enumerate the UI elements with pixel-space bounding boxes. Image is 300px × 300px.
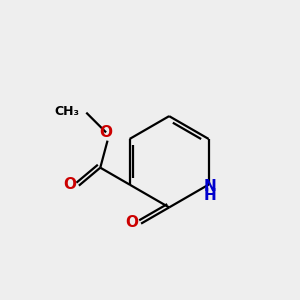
- Text: CH₃: CH₃: [54, 105, 79, 118]
- Text: O: O: [125, 214, 138, 230]
- Text: O: O: [64, 177, 76, 192]
- Text: N: N: [203, 178, 216, 194]
- Text: O: O: [100, 125, 112, 140]
- Text: H: H: [203, 188, 216, 203]
